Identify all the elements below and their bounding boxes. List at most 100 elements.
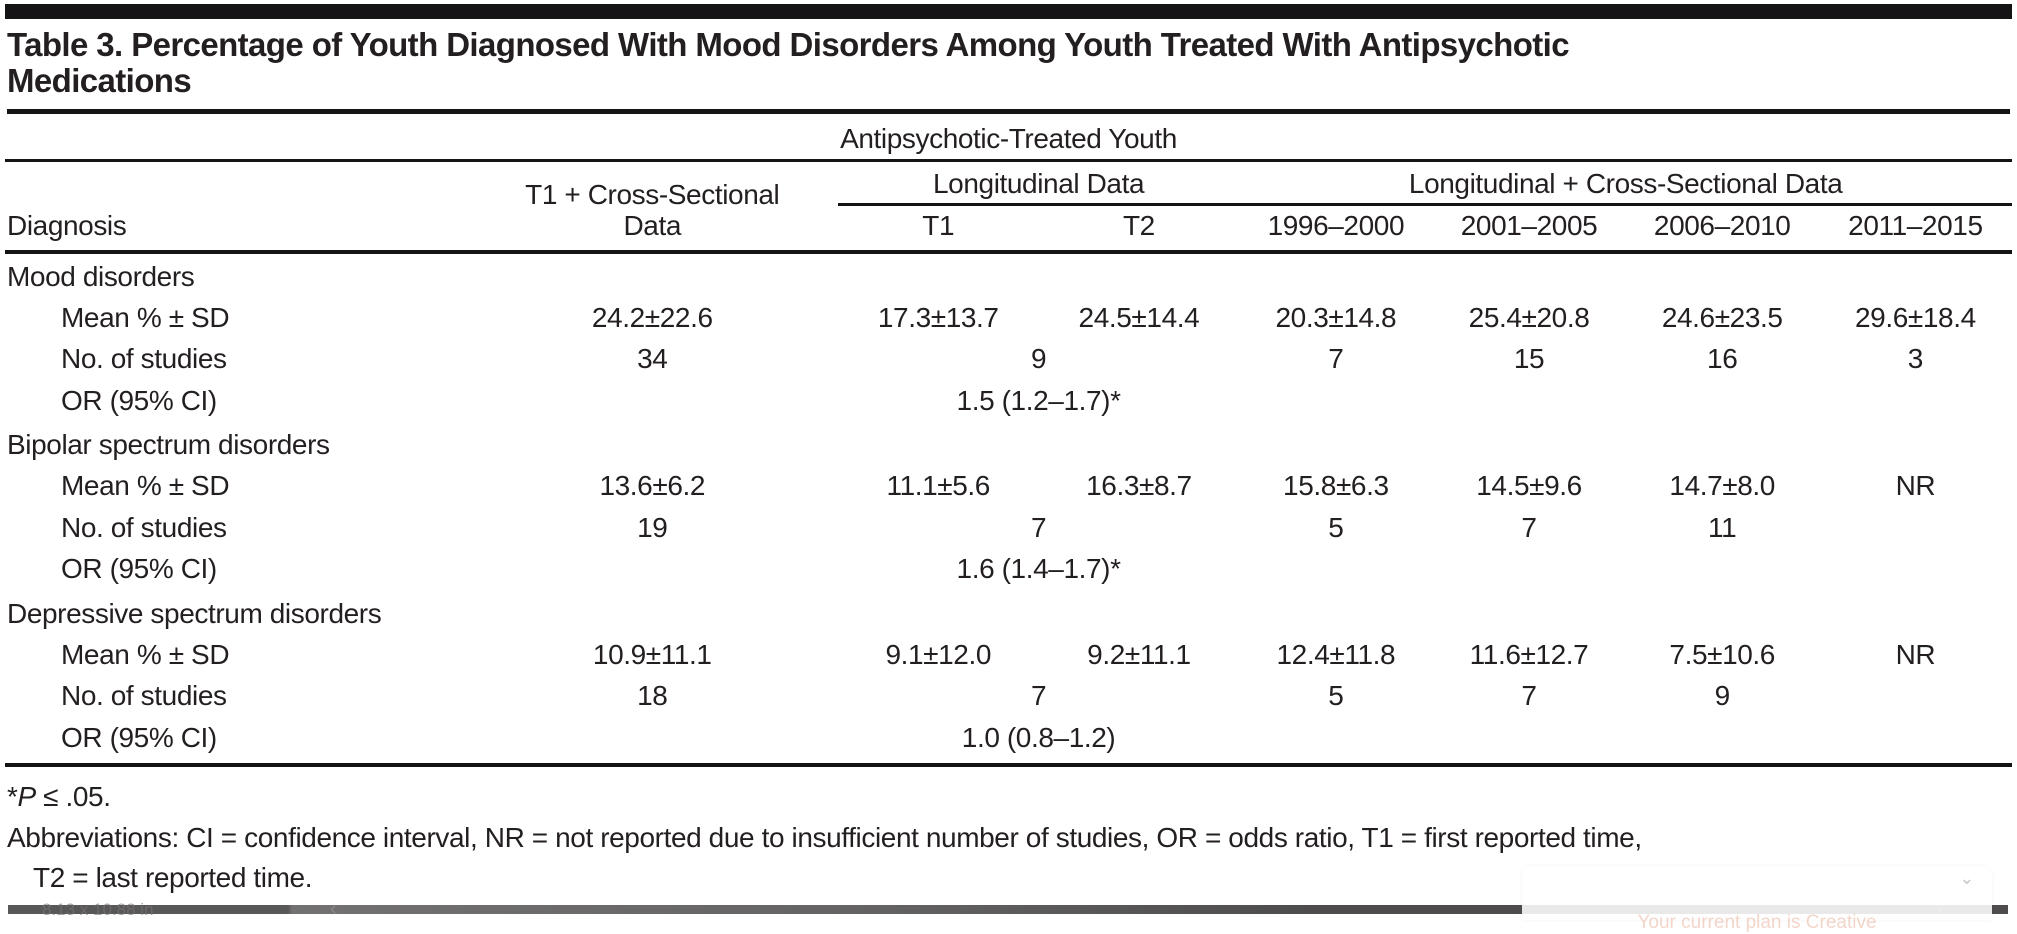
footnote-abbreviations: Abbreviations: CI = confidence interval,… — [7, 818, 2010, 899]
value-cell: 29.6±18.4 — [1855, 302, 1976, 334]
row-n-depressive: No. of studies 18 7 5 7 9 — [5, 676, 2012, 717]
viewer-bottom-bar — [8, 905, 2008, 914]
row-mean-depressive: Mean % ± SD 10.9±11.1 9.1±12.0 9.2±11.1 … — [5, 635, 2012, 676]
row-mean-bipolar: Mean % ± SD 13.6±6.2 11.1±5.6 16.3±8.7 1… — [5, 466, 2012, 507]
row-label: OR (95% CI) — [5, 717, 467, 767]
header-t1-cross-sectional-data: T1 + Cross-Sectional Data — [466, 160, 838, 254]
empty-cell — [1239, 381, 1432, 422]
significance-rest: ≤ .05. — [35, 780, 111, 812]
header-diagnosis: Diagnosis — [5, 160, 467, 254]
header-t2: T2 — [1038, 204, 1240, 254]
value-cell: 9 — [1714, 680, 1731, 712]
value-cell: 17.3±13.7 — [877, 302, 999, 334]
row-n-bipolar: No. of studies 19 7 5 7 11 — [5, 508, 2012, 549]
value-cell: 5 — [1328, 680, 1344, 712]
value-cell-longitudinal: 1.5 (1.2–1.7)* — [956, 384, 1121, 416]
header-2001-2005: 2001–2005 — [1432, 204, 1626, 254]
row-label: OR (95% CI) — [61, 553, 217, 585]
row-or-depressive: OR (95% CI) 1.0 (0.8–1.2) — [5, 717, 2012, 767]
empty-cell — [1626, 381, 1819, 422]
table-top-rule — [5, 4, 2012, 19]
value-cell: 7 — [1328, 343, 1344, 375]
value-cell: 7.5±10.6 — [1669, 638, 1775, 670]
header-t1: T1 — [837, 204, 1039, 254]
value-cell: 9.2±11.1 — [1087, 638, 1191, 670]
header-1996-2000: 1996–2000 — [1239, 204, 1433, 254]
value-cell: 7 — [1521, 511, 1537, 543]
value-cell: 15 — [1513, 343, 1545, 375]
footnote-significance: *P ≤ .05. — [7, 777, 2010, 818]
value-cell-longitudinal: 1.6 (1.4–1.7)* — [956, 553, 1121, 585]
value-cell: 19 — [637, 511, 668, 543]
empty-cell — [1432, 717, 1626, 767]
header-2011-2015: 2011–2015 — [1818, 204, 2012, 254]
plan-tooltip-text: Your current plan is Creative — [1637, 912, 1877, 933]
row-label: Mean % ± SD — [61, 302, 230, 334]
value-cell: NR — [1895, 638, 1936, 670]
section-label: Bipolar spectrum disorders — [7, 429, 330, 461]
significance-star: * — [7, 780, 18, 812]
significance-p: P — [17, 780, 37, 812]
table-footnotes: *P ≤ .05. Abbreviations: CI = confidence… — [7, 777, 2010, 899]
value-cell: 7 — [1521, 680, 1537, 712]
value-cell: NR — [1895, 470, 1936, 502]
value-cell: 24.5±14.4 — [1078, 302, 1200, 334]
row-or-mood-disorders: OR (95% CI) 1.5 (1.2–1.7)* — [5, 381, 2012, 422]
value-cell-longitudinal: 7 — [1030, 511, 1047, 543]
value-cell: 13.6±6.2 — [599, 470, 706, 502]
empty-cell — [467, 549, 838, 590]
abbreviations-line1: Abbreviations: CI = confidence interval,… — [7, 821, 1642, 853]
empty-cell — [466, 717, 838, 767]
section-row-depressive-spectrum-disorders: Depressive spectrum disorders — [5, 591, 2012, 635]
row-label: OR (95% CI) — [61, 384, 217, 416]
row-or-bipolar: OR (95% CI) 1.6 (1.4–1.7)* — [5, 549, 2012, 590]
table-title-line2: Medications — [7, 62, 192, 100]
value-cell: 11.6±12.7 — [1469, 638, 1589, 670]
chevron-left-icon[interactable]: ‹ — [330, 898, 337, 920]
table-title: Table 3. Percentage of Youth Diagnosed W… — [7, 26, 2010, 114]
plan-tooltip: ⌄ Your current plan is Creative — [1522, 866, 1992, 933]
value-cell: 14.5±9.6 — [1476, 470, 1582, 502]
row-label: No. of studies — [61, 680, 227, 712]
empty-cell — [1239, 549, 1432, 590]
value-cell-longitudinal: 7 — [1030, 680, 1047, 712]
value-cell: 20.3±14.8 — [1275, 302, 1397, 334]
empty-cell — [1432, 381, 1625, 422]
value-cell: 11 — [1708, 511, 1737, 543]
empty-cell — [1625, 717, 1819, 767]
value-cell: 34 — [637, 343, 668, 375]
column-header-row: T1 T2 1996–2000 2001–2005 2006–2010 2011… — [5, 204, 2012, 254]
value-cell: 11.1±5.6 — [886, 470, 990, 502]
value-cell: 10.9±11.1 — [592, 638, 712, 670]
value-cell-longitudinal: 9 — [1030, 343, 1047, 375]
section-label: Mood disorders — [7, 260, 195, 292]
row-label: Mean % ± SD — [61, 470, 230, 502]
empty-cell — [1819, 549, 2012, 590]
empty-cell — [467, 381, 838, 422]
section-row-mood-disorders: Mood disorders — [5, 252, 2012, 298]
empty-cell — [1239, 717, 1433, 767]
header-t1cs-line1: T1 + Cross-Sectional — [525, 178, 780, 210]
value-cell: 25.4±20.8 — [1468, 302, 1590, 334]
spanner-antipsychotic-treated-youth: Antipsychotic-Treated Youth — [5, 113, 2012, 162]
column-group-row: Diagnosis T1 + Cross-Sectional Data Longi… — [5, 160, 2012, 254]
row-label: No. of studies — [61, 343, 227, 375]
row-label: Mean % ± SD — [61, 638, 230, 670]
mood-disorders-table: Antipsychotic-Treated Youth Diagnosis T1… — [5, 113, 2012, 767]
value-cell: 24.2±22.6 — [591, 302, 713, 334]
value-cell: 9.1±12.0 — [885, 638, 992, 670]
value-cell: 24.6±23.5 — [1661, 302, 1783, 334]
chevron-down-icon[interactable]: ⌄ — [1959, 868, 1974, 888]
value-cell: 14.7±8.0 — [1669, 470, 1775, 502]
value-cell: 18 — [637, 680, 668, 712]
empty-cell — [1819, 381, 2012, 422]
row-mean-mood-disorders: Mean % ± SD 24.2±22.6 17.3±13.7 24.5±14.… — [5, 298, 2012, 339]
header-2006-2010: 2006–2010 — [1625, 204, 1819, 254]
empty-cell — [1818, 717, 2012, 767]
empty-cell — [1626, 549, 1819, 590]
value-cell: 15.8±6.3 — [1283, 470, 1389, 502]
abbreviations-line2: T2 = last reported time. — [33, 862, 313, 894]
value-cell: 3 — [1907, 343, 1924, 375]
row-label: No. of studies — [61, 511, 227, 543]
